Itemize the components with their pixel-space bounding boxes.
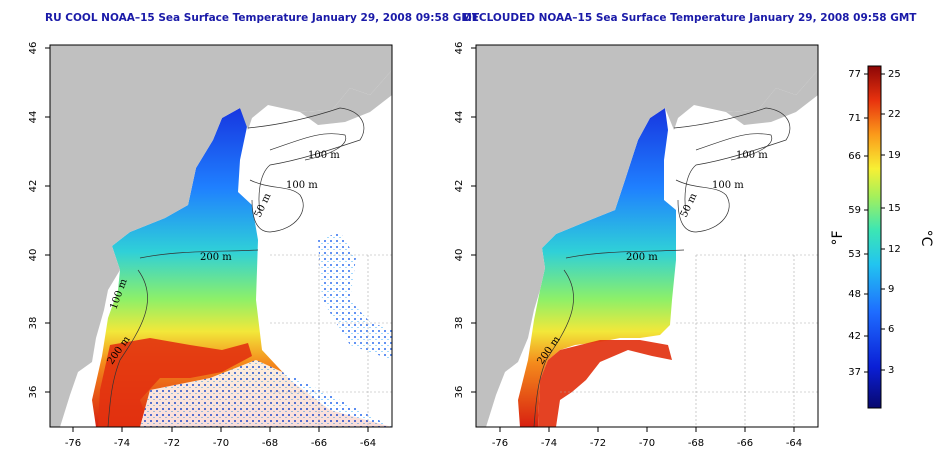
y-tick-label: 36 — [28, 386, 39, 399]
y-tick-label: 36 — [454, 386, 465, 399]
colorbar-celsius-tick: 3 — [888, 365, 894, 376]
gulf-stream-warm-core — [538, 340, 672, 427]
nova-scotia — [726, 70, 818, 125]
land-mass — [476, 45, 818, 427]
y-tick-label: 46 — [454, 42, 465, 55]
y-tick-label: 46 — [28, 42, 39, 55]
x-tick-label: -68 — [262, 438, 278, 449]
colorbar-fahrenheit-tick: 66 — [848, 151, 861, 162]
y-axis: 36 38 40 42 44 46 — [454, 42, 476, 399]
sst-field — [518, 108, 676, 427]
colorbar-celsius-tick: 12 — [888, 244, 901, 255]
y-axis: 36 38 40 42 44 46 — [28, 42, 50, 399]
right-map-title: DECLOUDED NOAA–15 Sea Surface Temperatur… — [463, 12, 917, 24]
x-tick-label: -76 — [492, 438, 508, 449]
cloud-speckle — [140, 360, 392, 427]
gulf-stream-warm-core — [98, 338, 252, 427]
y-tick-label: 44 — [454, 111, 465, 124]
isobath-lines — [533, 107, 791, 428]
x-tick-label: -64 — [360, 438, 376, 449]
x-tick-label: -64 — [786, 438, 802, 449]
x-tick-label: -74 — [114, 438, 130, 449]
right-map-area: 100 m 100 m 50 m 200 m 200 m — [475, 44, 819, 428]
x-tick-label: -72 — [164, 438, 180, 449]
y-tick-label: 44 — [28, 111, 39, 124]
x-tick-label: -72 — [590, 438, 606, 449]
x-tick-label: -66 — [311, 438, 327, 449]
cloud-speckle-offshore — [318, 232, 392, 360]
y-tick-label: 40 — [28, 249, 39, 262]
colorbar-gradient — [867, 65, 882, 409]
x-axis: -76 -74 -72 -70 -68 -66 -64 — [65, 427, 376, 449]
colorbar-fahrenheit-tick: 42 — [848, 331, 861, 342]
isobath-label: 100 m — [712, 180, 744, 191]
isobath-label: 100 m — [286, 180, 318, 191]
y-tick-label: 38 — [28, 317, 39, 330]
y-tick-label: 42 — [454, 180, 465, 193]
colorbar-celsius-tick: 15 — [888, 203, 901, 214]
colorbar-celsius-tick: 19 — [888, 150, 901, 161]
x-axis: -76 -74 -72 -70 -68 -66 -64 — [492, 427, 802, 449]
x-tick-label: -70 — [639, 438, 655, 449]
colorbar-fahrenheit-tick: 77 — [848, 69, 861, 80]
colorbar-celsius-tick: 25 — [888, 69, 901, 80]
graticule — [560, 254, 818, 427]
y-tick-label: 42 — [28, 180, 39, 193]
isobath-label: 200 m — [200, 252, 232, 263]
graticule — [270, 254, 392, 427]
colorbar-celsius-tick: 22 — [888, 109, 901, 120]
x-tick-label: -76 — [65, 438, 81, 449]
right-map: DECLOUDED NOAA–15 Sea Surface Temperatur… — [454, 12, 917, 449]
colorbar-fahrenheit-tick: 37 — [848, 367, 861, 378]
colorbar-fahrenheit-tick: 48 — [848, 289, 861, 300]
isobath-label: 100 m — [308, 150, 340, 161]
y-tick-label: 38 — [454, 317, 465, 330]
left-map-title: RU COOL NOAA–15 Sea Surface Temperature … — [45, 12, 480, 24]
y-tick-label: 40 — [454, 249, 465, 262]
isobath-label: 200 m — [626, 252, 658, 263]
colorbar-celsius-unit: °C — [918, 230, 934, 247]
colorbar-celsius-tick: 6 — [888, 324, 894, 335]
colorbar-fahrenheit-tick: 53 — [848, 249, 861, 260]
isobath-lines — [107, 107, 365, 428]
isobath-label: 100 m — [736, 150, 768, 161]
colorbar-celsius-tick: 9 — [888, 284, 894, 295]
x-tick-label: -70 — [213, 438, 229, 449]
left-map-area: 100 m 100 m 50 m 200 m 100 m 200 m — [49, 44, 393, 428]
x-tick-label: -66 — [737, 438, 753, 449]
colorbar: 77 71 66 59 53 48 42 37 25 22 19 15 12 9… — [830, 65, 934, 409]
left-map: RU COOL NOAA–15 Sea Surface Temperature … — [28, 12, 480, 449]
land-mass — [50, 45, 392, 427]
nova-scotia — [300, 70, 392, 125]
x-tick-label: -74 — [541, 438, 557, 449]
x-tick-label: -68 — [688, 438, 704, 449]
colorbar-fahrenheit-tick: 71 — [848, 113, 861, 124]
colorbar-fahrenheit-unit: °F — [830, 230, 846, 245]
colorbar-fahrenheit-tick: 59 — [848, 205, 861, 216]
